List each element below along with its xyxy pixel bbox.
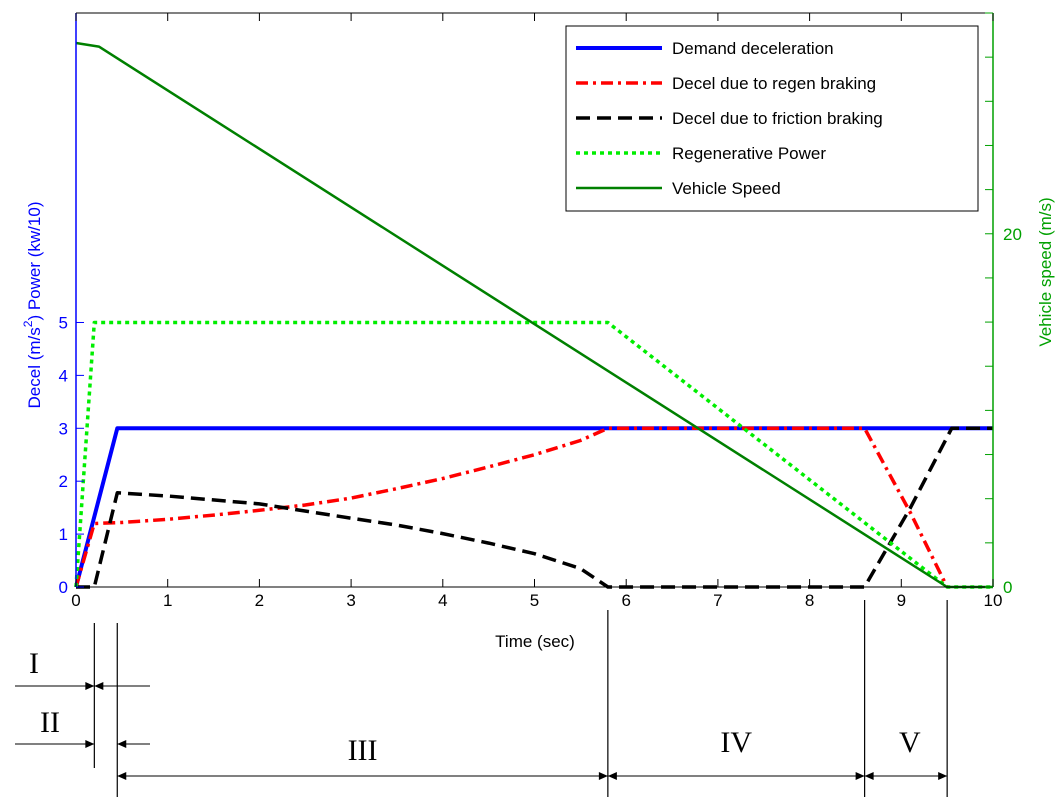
left-y-tick-label: 5 — [59, 313, 68, 332]
phase-III-arrowhead-left — [117, 772, 127, 780]
x-tick-label: 3 — [346, 591, 355, 610]
left-y-axis-title-superscript: 2 — [21, 320, 35, 327]
series-line-decel-due-to-regen-braking — [74, 426, 949, 588]
right-y-tick-label: 20 — [1003, 225, 1022, 244]
phase-V-arrowhead-left — [864, 772, 874, 780]
left-y-axis-title-part2: ) Power (kw/10) — [25, 202, 44, 321]
x-axis-title: Time (sec) — [495, 632, 575, 651]
left-y-axis-title: Decel (m/s2) Power (kw/10) — [21, 202, 44, 409]
phase-III-arrowhead-right — [598, 772, 608, 780]
x-tick-label: 4 — [438, 591, 447, 610]
phase-label-II: II — [40, 706, 60, 739]
legend-label-demand-deceleration: Demand deceleration — [672, 39, 834, 58]
legend-label-regenerative-power: Regenerative Power — [672, 144, 826, 163]
legend: Demand deceleration Decel due to regen br… — [565, 25, 979, 212]
phase-V-arrowhead-right — [938, 772, 948, 780]
phase-IV-arrowhead-left — [607, 772, 617, 780]
phase-label-I: I — [29, 647, 39, 680]
right-y-tick-label: 0 — [1003, 578, 1012, 597]
phase-I-arrowhead-right — [94, 682, 104, 690]
left-y-tick-label: 2 — [59, 472, 68, 491]
phase-label-III: III — [348, 734, 378, 767]
phase-I-arrowhead-left — [85, 682, 95, 690]
x-tick-label: 8 — [805, 591, 814, 610]
phase-label-V: V — [899, 726, 921, 759]
legend-label-vehicle-speed: Vehicle Speed — [672, 179, 781, 198]
phase-II-arrowhead-right — [117, 740, 127, 748]
x-tick-label: 5 — [530, 591, 539, 610]
x-tick-label: 10 — [984, 591, 1003, 610]
x-tick-label: 2 — [255, 591, 264, 610]
x-tick-label: 9 — [897, 591, 906, 610]
x-tick-label: 1 — [163, 591, 172, 610]
left-y-tick-label: 0 — [59, 578, 68, 597]
left-y-tick-label: 1 — [59, 525, 68, 544]
legend-label-decel-due-to-regen-braking: Decel due to regen braking — [672, 74, 876, 93]
left-y-axis-title-part1: Decel (m/s — [25, 327, 44, 408]
phase-II-arrowhead-left — [85, 740, 95, 748]
x-tick-label: 0 — [71, 591, 80, 610]
right-y-axis-title: Vehicle speed (m/s) — [1036, 197, 1055, 346]
left-y-tick-label: 4 — [59, 366, 68, 385]
x-tick-label: 7 — [713, 591, 722, 610]
legend-label-decel-due-to-friction-braking: Decel due to friction braking — [672, 109, 883, 128]
x-tick-label: 6 — [621, 591, 630, 610]
legend-box — [565, 25, 979, 212]
phase-IV-arrowhead-right — [855, 772, 865, 780]
phase-label-IV: IV — [720, 726, 752, 759]
series-line-decel-due-to-friction-braking — [76, 426, 993, 589]
left-y-tick-label: 3 — [59, 419, 68, 438]
